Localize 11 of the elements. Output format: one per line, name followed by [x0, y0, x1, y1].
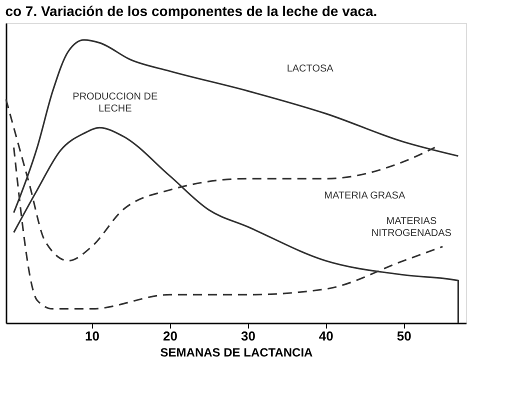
text: LACTOSA [286, 63, 334, 74]
x-tick-label: 40 [318, 328, 334, 344]
series-label: MATERIAS NITROGENADAS [371, 216, 452, 240]
x-tick-label: 50 [396, 328, 412, 344]
x-tick-label: 10 [85, 328, 100, 344]
text: PRODUCCION DE LECHE [72, 92, 158, 115]
x-axis-title: SEMANAS DE LACTANCIA [160, 346, 314, 360]
x-tick-label: 20 [162, 328, 178, 344]
x-tick-label: 30 [240, 328, 256, 344]
series-label: MATERIA GRASA [324, 190, 406, 202]
chart-title: co 7. Variación de los componentes de la leche de vaca. [5, 3, 378, 19]
